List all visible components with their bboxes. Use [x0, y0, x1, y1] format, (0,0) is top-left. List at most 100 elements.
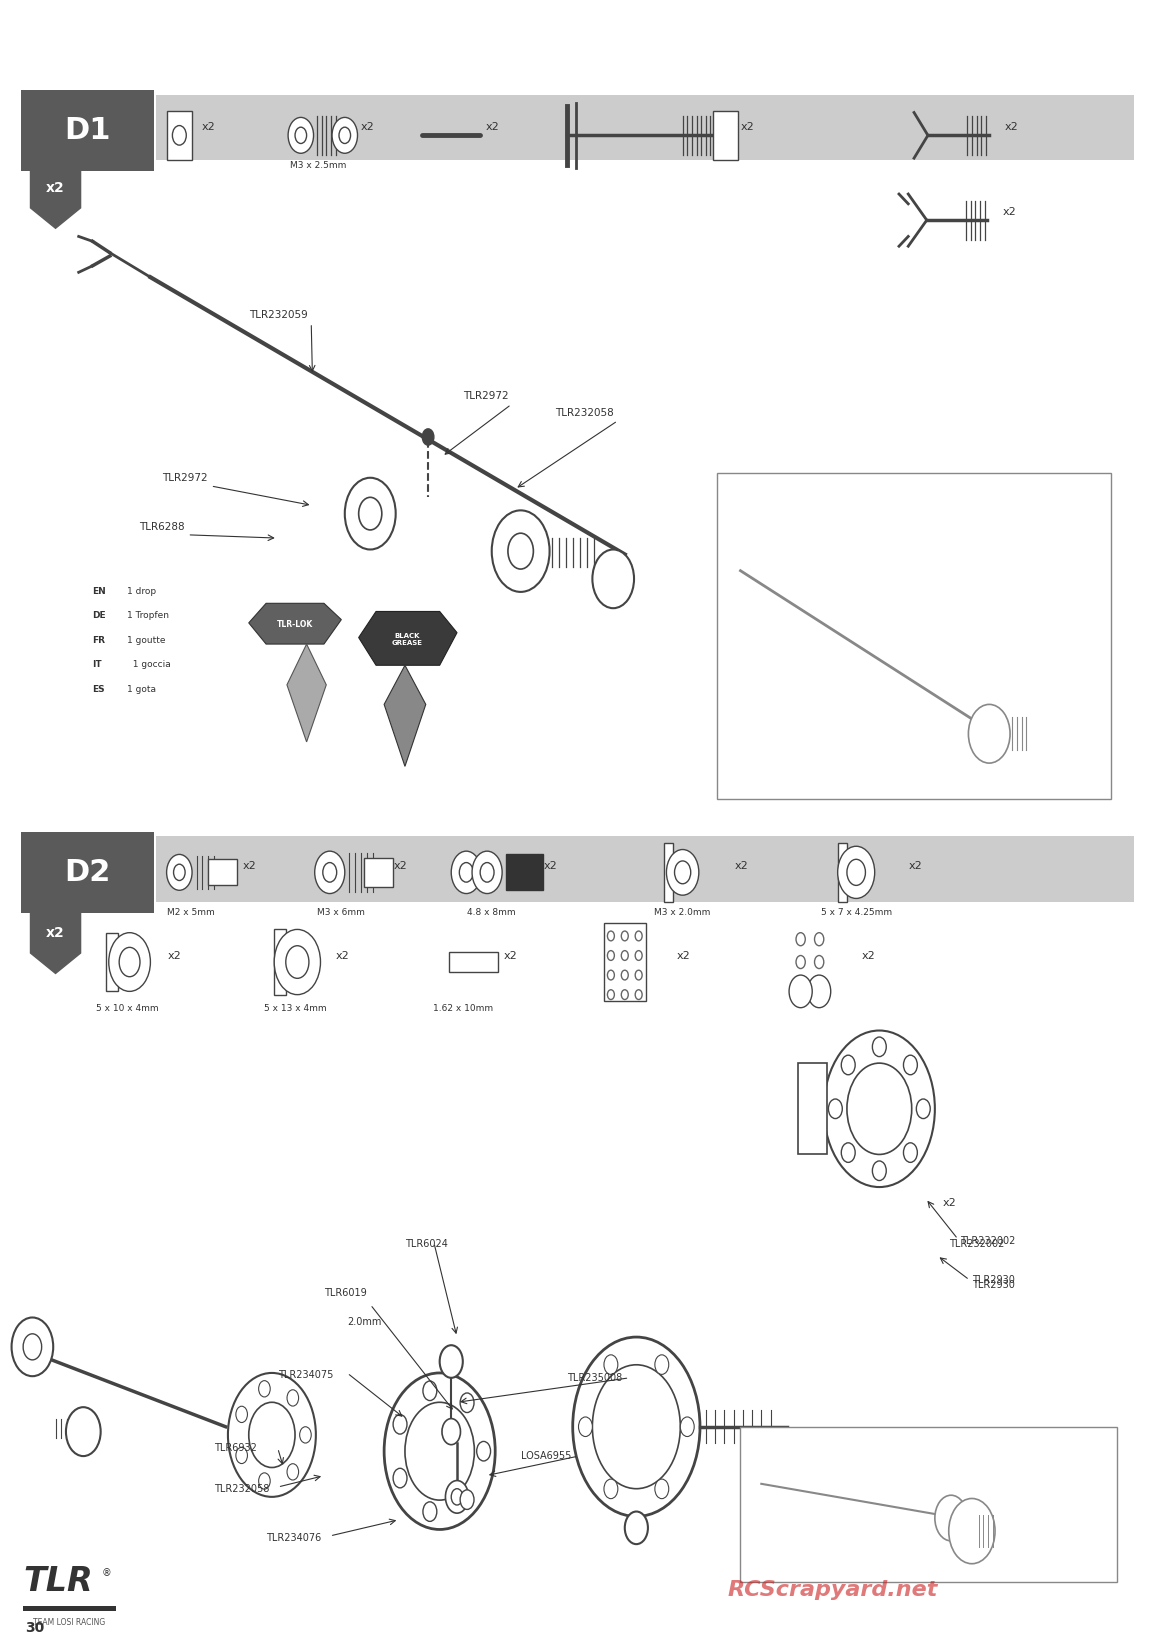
Circle shape [459, 863, 473, 882]
Text: 30: 30 [25, 1621, 44, 1635]
Bar [23, 1606, 116, 1611]
Circle shape [916, 1098, 930, 1118]
Circle shape [172, 126, 186, 146]
Text: TLR2972: TLR2972 [162, 473, 207, 483]
Circle shape [666, 850, 699, 895]
Text: x2: x2 [503, 951, 517, 961]
Bar [106, 933, 118, 992]
Circle shape [573, 1337, 700, 1516]
Text: TLR235008: TLR235008 [567, 1373, 622, 1383]
Polygon shape [359, 612, 457, 665]
Circle shape [119, 948, 140, 977]
Circle shape [236, 1406, 248, 1423]
Text: M3 x 2.5mm: M3 x 2.5mm [290, 162, 346, 170]
Bar [21, 832, 154, 913]
Text: TLR232058: TLR232058 [214, 1483, 270, 1495]
Circle shape [607, 990, 614, 1000]
Text: 5 x 10 x 4mm: 5 x 10 x 4mm [96, 1005, 159, 1013]
Bar [274, 930, 286, 995]
Circle shape [635, 931, 642, 941]
Circle shape [167, 855, 192, 891]
Circle shape [460, 1393, 474, 1413]
Text: x2: x2 [943, 1198, 957, 1208]
Text: x2: x2 [1003, 208, 1017, 218]
Text: TEAM LOSI RACING: TEAM LOSI RACING [34, 1617, 105, 1627]
Text: 1.62 x 10mm: 1.62 x 10mm [433, 1005, 493, 1013]
Circle shape [442, 1419, 460, 1445]
Bar [713, 111, 738, 160]
Bar [156, 837, 1134, 902]
Bar [208, 859, 237, 886]
Polygon shape [30, 892, 81, 974]
Circle shape [621, 990, 628, 1000]
Text: x2: x2 [908, 861, 922, 871]
Circle shape [625, 1511, 648, 1544]
Text: TLR232002: TLR232002 [960, 1236, 1016, 1246]
Bar [740, 1427, 1117, 1581]
Circle shape [174, 864, 185, 881]
Text: x2: x2 [168, 951, 182, 961]
Circle shape [872, 1036, 886, 1056]
Text: 1 Tropfen: 1 Tropfen [127, 612, 169, 620]
Circle shape [445, 1480, 469, 1513]
Text: 1 drop: 1 drop [127, 588, 156, 596]
Text: TLR232059: TLR232059 [249, 309, 308, 319]
Circle shape [440, 1346, 463, 1378]
Circle shape [815, 933, 824, 946]
Circle shape [796, 979, 805, 992]
Circle shape [578, 1418, 592, 1437]
Circle shape [332, 118, 358, 154]
Text: x2: x2 [862, 951, 876, 961]
Text: ES: ES [93, 684, 105, 694]
Circle shape [841, 1143, 855, 1162]
Circle shape [477, 1442, 491, 1460]
Text: TLR-LOK: TLR-LOK [277, 620, 314, 629]
Circle shape [621, 951, 628, 961]
Text: x2: x2 [1004, 123, 1018, 133]
Text: x2: x2 [393, 861, 407, 871]
Circle shape [249, 1403, 295, 1467]
Circle shape [345, 478, 396, 550]
Text: x2: x2 [486, 123, 500, 133]
Bar [506, 855, 543, 891]
Text: TLR6024: TLR6024 [405, 1239, 448, 1249]
Circle shape [393, 1468, 407, 1488]
Circle shape [828, 1098, 842, 1118]
Polygon shape [30, 147, 81, 228]
Circle shape [323, 863, 337, 882]
Text: DE: DE [93, 612, 106, 620]
Circle shape [607, 951, 614, 961]
Circle shape [904, 1143, 918, 1162]
Text: x2: x2 [336, 951, 349, 961]
Circle shape [847, 1062, 912, 1154]
Circle shape [796, 933, 805, 946]
Circle shape [872, 1161, 886, 1180]
Circle shape [592, 1365, 680, 1488]
Text: LOSA6955: LOSA6955 [521, 1452, 572, 1462]
Circle shape [315, 851, 345, 894]
Text: 4.8 x 8mm: 4.8 x 8mm [467, 909, 516, 917]
Text: 1 gota: 1 gota [127, 684, 156, 694]
Text: TLR2930: TLR2930 [972, 1275, 1015, 1285]
Polygon shape [287, 643, 326, 742]
Circle shape [287, 1390, 299, 1406]
Text: TLR232058: TLR232058 [555, 408, 614, 417]
Text: x2: x2 [361, 123, 375, 133]
Circle shape [508, 534, 533, 570]
Circle shape [492, 511, 550, 593]
Circle shape [607, 971, 614, 981]
Bar [838, 843, 847, 902]
Circle shape [480, 863, 494, 882]
Circle shape [300, 1427, 311, 1444]
Circle shape [815, 956, 824, 969]
Bar [364, 858, 393, 887]
Circle shape [287, 1463, 299, 1480]
Circle shape [824, 1031, 935, 1187]
Circle shape [405, 1403, 474, 1499]
Circle shape [635, 990, 642, 1000]
Circle shape [635, 951, 642, 961]
Text: TLR6019: TLR6019 [324, 1288, 367, 1298]
Text: TLR6932: TLR6932 [214, 1444, 257, 1454]
Circle shape [228, 1373, 316, 1496]
Text: EN: EN [93, 588, 106, 596]
